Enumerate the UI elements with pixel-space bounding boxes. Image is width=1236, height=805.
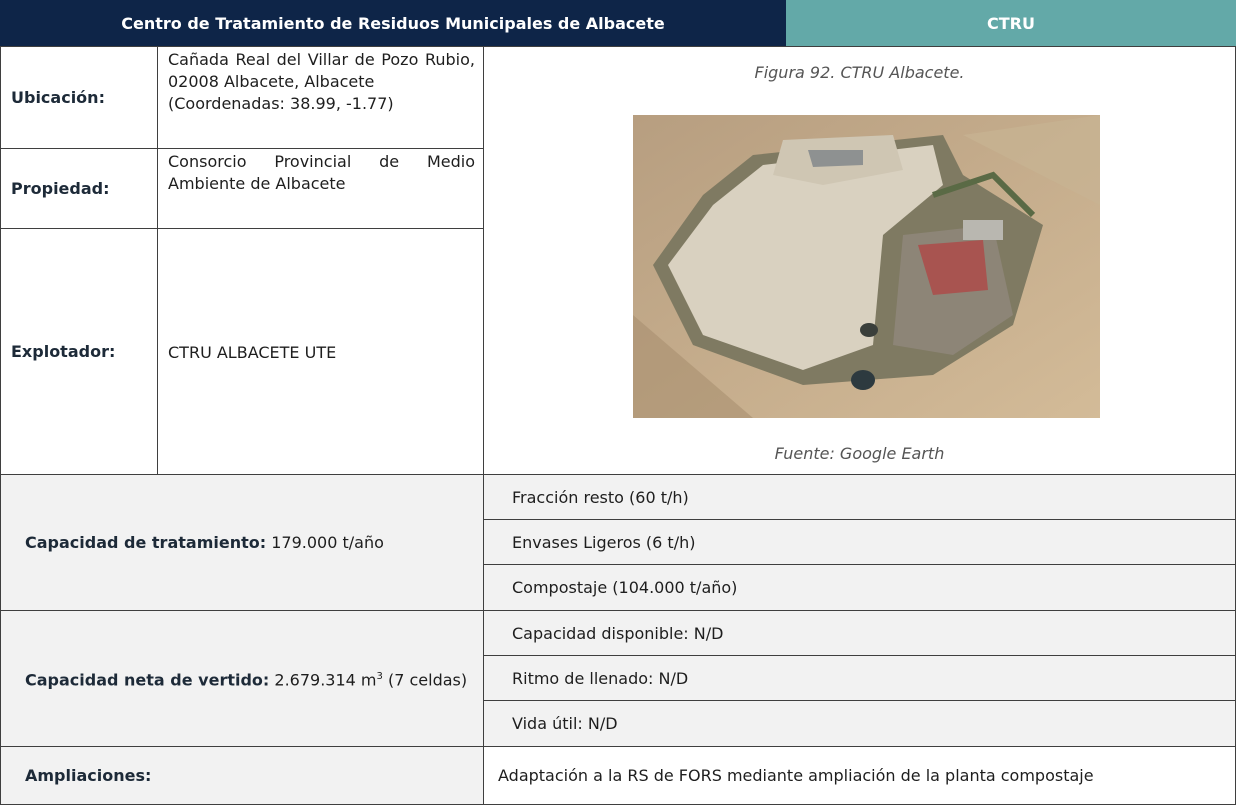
line-text: Compostaje (104.000 t/año) xyxy=(512,578,738,597)
location-label: Ubicación: xyxy=(0,46,158,149)
landfill-summary: Capacidad neta de vertido: 2.679.314 m3 … xyxy=(0,610,484,747)
landfill-line: Vida útil: N/D xyxy=(483,700,1236,747)
extensions-value: Adaptación a la RS de FORS mediante ampl… xyxy=(483,746,1236,805)
figure-source: Fuente: Google Earth xyxy=(774,444,945,463)
treatment-line: Fracción resto (60 t/h) xyxy=(483,474,1236,520)
value-text: CTRU ALBACETE UTE xyxy=(168,342,337,362)
label-text: Ubicación: xyxy=(11,88,105,107)
treatment-line: Envases Ligeros (6 t/h) xyxy=(483,519,1236,565)
value-text: Consorcio Provincial de Medio Ambiente d… xyxy=(168,152,475,193)
label-text: Capacidad de tratamiento: xyxy=(25,533,267,552)
header-title: Centro de Tratamiento de Residuos Munici… xyxy=(0,0,786,46)
line-text: Envases Ligeros (6 t/h) xyxy=(512,532,696,552)
extensions-label: Ampliaciones: xyxy=(0,746,484,805)
owner-label: Propiedad: xyxy=(0,148,158,229)
line-text: Capacidad disponible: N/D xyxy=(512,623,724,643)
treatment-text: Capacidad de tratamiento: 179.000 t/año xyxy=(25,533,384,552)
operator-value: CTRU ALBACETE UTE xyxy=(157,228,484,475)
value-suffix: (7 celdas) xyxy=(382,670,468,690)
landfill-line: Capacidad disponible: N/D xyxy=(483,610,1236,656)
label-text: Capacidad neta de vertido: xyxy=(25,670,270,690)
value-text: Adaptación a la RS de FORS mediante ampl… xyxy=(498,766,1094,785)
owner-value: Consorcio Provincial de Medio Ambiente d… xyxy=(157,148,484,229)
operator-label: Explotador: xyxy=(0,228,158,475)
value-text: 179.000 t/año xyxy=(271,533,384,552)
header-code-text: CTRU xyxy=(987,13,1035,33)
value-text: 2.679.314 m xyxy=(274,670,377,690)
treatment-line: Compostaje (104.000 t/año) xyxy=(483,564,1236,611)
landfill-text: Capacidad neta de vertido: 2.679.314 m3 … xyxy=(25,665,467,692)
exponent: 3 xyxy=(376,670,383,682)
label-text: Explotador: xyxy=(11,342,116,361)
figure-cell: Figura 92. CTRU Albacete. Fuente: Google… xyxy=(483,46,1236,475)
figure-caption: Figura 92. CTRU Albacete. xyxy=(754,63,965,82)
treatment-summary: Capacidad de tratamiento: 179.000 t/año xyxy=(0,474,484,611)
landfill-line: Ritmo de llenado: N/D xyxy=(483,655,1236,701)
header-code: CTRU xyxy=(786,0,1236,46)
aerial-image xyxy=(633,115,1100,418)
coordinates: (Coordenadas: 38.99, -1.77) xyxy=(168,94,394,113)
address: Cañada Real del Villar de Pozo Rubio, 02… xyxy=(168,50,475,91)
label-text: Propiedad: xyxy=(11,179,110,198)
location-value: Cañada Real del Villar de Pozo Rubio, 02… xyxy=(157,46,484,149)
header-title-text: Centro de Tratamiento de Residuos Munici… xyxy=(121,13,665,33)
label-text: Ampliaciones: xyxy=(25,766,152,785)
line-text: Fracción resto (60 t/h) xyxy=(512,487,689,507)
line-text: Vida útil: N/D xyxy=(512,714,618,733)
line-text: Ritmo de llenado: N/D xyxy=(512,668,689,688)
